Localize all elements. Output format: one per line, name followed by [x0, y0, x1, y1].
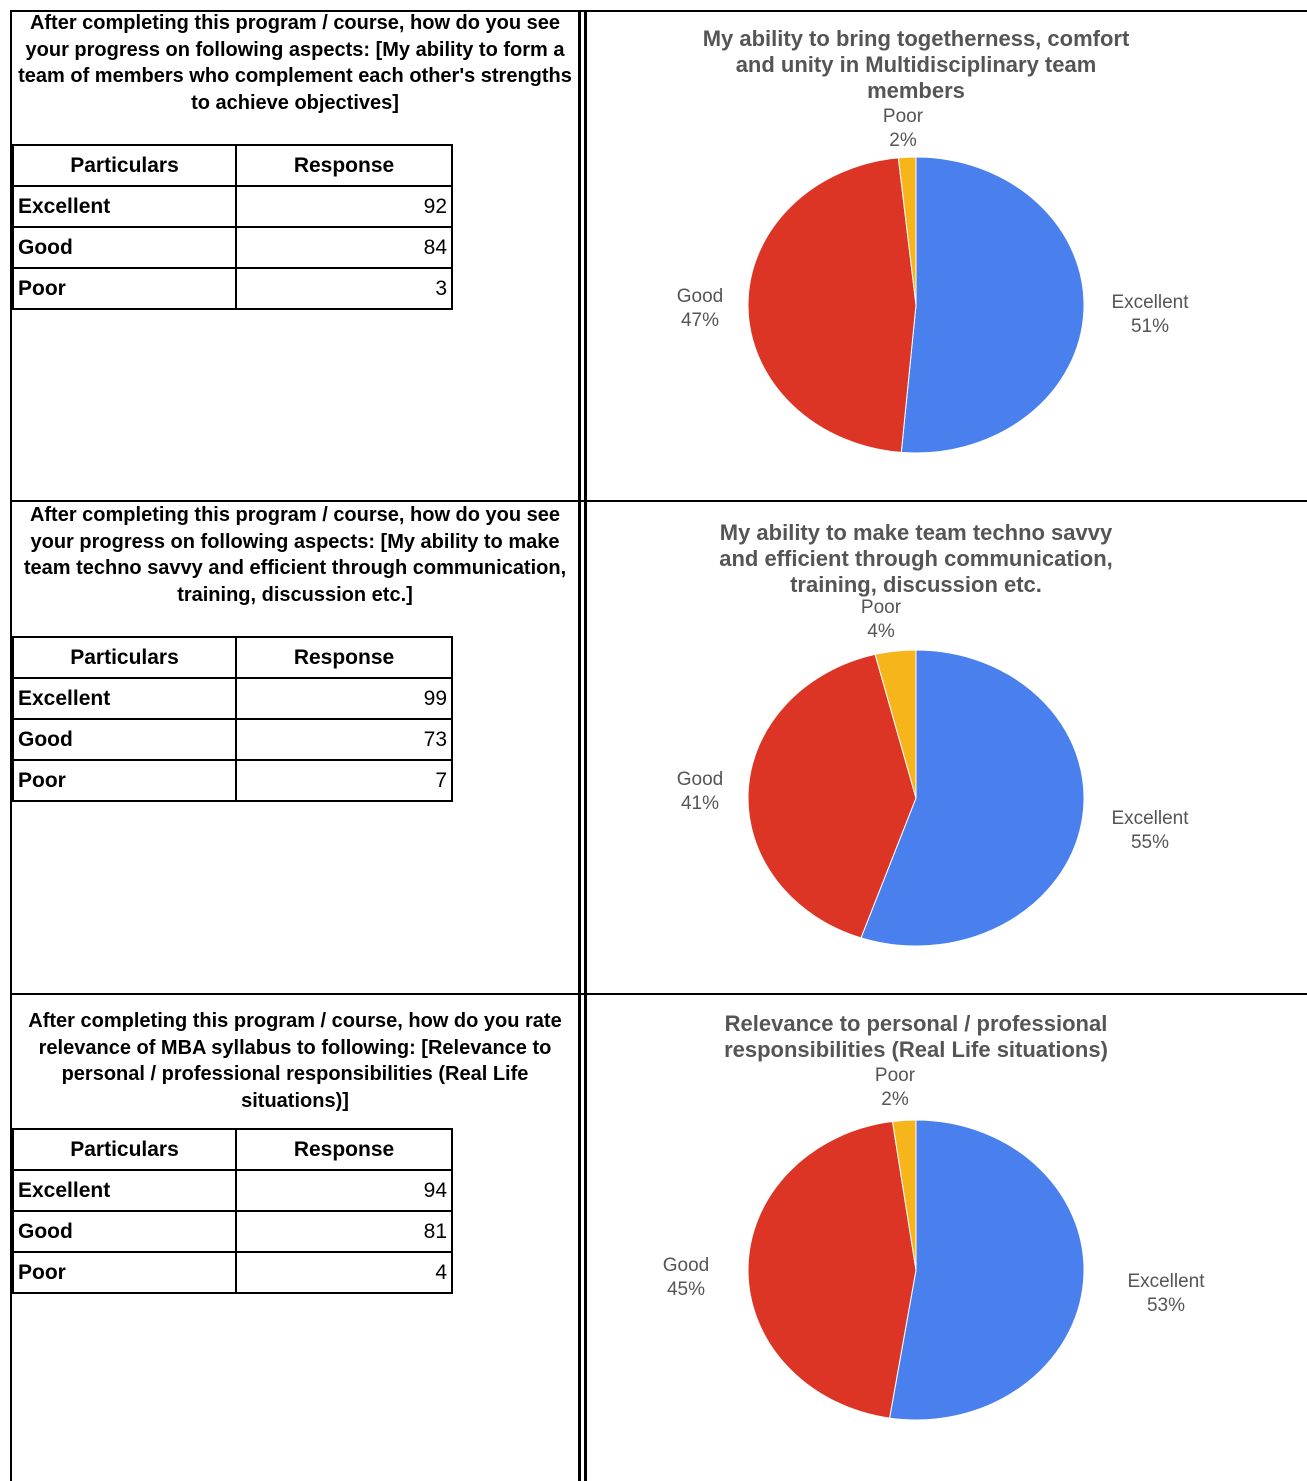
chart-title-line: and unity in Multidisciplinary team	[736, 52, 1097, 77]
row-label: Poor	[12, 759, 237, 802]
row-value: 99	[235, 677, 453, 720]
pie-slice-good	[747, 157, 917, 453]
slice-percent-excellent: 51%	[1131, 316, 1169, 337]
pie-slice-excellent	[860, 649, 1085, 947]
slice-percent-excellent: 53%	[1147, 1295, 1185, 1316]
question-text: After completing this program / course, …	[28, 1010, 562, 1112]
row-value: 94	[235, 1169, 453, 1212]
header-particulars: Particulars	[12, 636, 237, 679]
pie-chart: My ability to make team techno savvyand …	[677, 520, 1189, 947]
slice-label-excellent: Excellent	[1111, 292, 1189, 313]
table-header-row: Particulars Response	[12, 144, 453, 187]
pie-slice-excellent	[888, 1119, 1085, 1421]
chart-panel-2: My ability to make team techno savvy and …	[588, 502, 1307, 993]
question-text: After completing this program / course, …	[23, 504, 567, 606]
slice-percent-poor: 4%	[867, 621, 895, 642]
chart-title-line: Relevance to personal / professional	[725, 1011, 1108, 1036]
row-label: Excellent	[12, 1169, 237, 1212]
table-row: Poor 7	[12, 759, 453, 802]
pie-chart: My ability to bring togetherness, comfor…	[677, 26, 1189, 454]
row-value: 73	[235, 718, 453, 761]
pie-slice-poor	[897, 156, 917, 306]
row-value: 7	[235, 759, 453, 802]
slice-label-excellent: Excellent	[1127, 1271, 1205, 1292]
chart-title-line: My ability to bring togetherness, comfor…	[703, 26, 1130, 51]
row-label: Excellent	[12, 677, 237, 720]
row-value: 92	[235, 185, 453, 228]
chart-title-line: My ability to make team techno savvy	[720, 520, 1113, 545]
column-divider-b	[584, 10, 587, 1481]
chart-title-line: and efficient through communication,	[719, 546, 1113, 571]
table-row: Good 81	[12, 1210, 453, 1253]
row-label: Excellent	[12, 185, 237, 228]
table-row: Good 84	[12, 226, 453, 269]
slice-percent-excellent: 55%	[1131, 832, 1169, 853]
slice-percent-poor: 2%	[889, 130, 917, 151]
column-divider-a	[578, 10, 581, 1481]
chart-title-line: members	[867, 78, 965, 103]
table-header-row: Particulars Response	[12, 1128, 453, 1171]
table-row: Poor 3	[12, 267, 453, 310]
row-divider-2	[10, 993, 1307, 995]
section-3: After completing this program / course, …	[12, 1008, 578, 1481]
header-response: Response	[235, 636, 453, 679]
slice-label-poor: Poor	[875, 1065, 916, 1086]
response-table: Particulars Response Excellent 92 Good 8…	[12, 144, 453, 310]
table-row: Excellent 99	[12, 677, 453, 720]
pie-slice-good	[747, 653, 917, 939]
row-divider-1	[10, 500, 1307, 502]
response-table: Particulars Response Excellent 94 Good 8…	[12, 1128, 453, 1294]
response-table: Particulars Response Excellent 99 Good 7…	[12, 636, 453, 802]
pie-slice-poor	[891, 1119, 917, 1271]
slice-label-good: Good	[663, 1255, 709, 1276]
row-label: Good	[12, 718, 237, 761]
pie-slice-poor	[874, 649, 917, 799]
table-row: Poor 4	[12, 1251, 453, 1294]
slice-label-poor: Poor	[883, 106, 924, 127]
slice-label-good: Good	[677, 769, 723, 790]
row-value: 81	[235, 1210, 453, 1253]
row-value: 4	[235, 1251, 453, 1294]
header-particulars: Particulars	[12, 144, 237, 187]
section-2: After completing this program / course, …	[12, 502, 578, 993]
table-row: Good 73	[12, 718, 453, 761]
row-label: Good	[12, 226, 237, 269]
question-text: After completing this program / course, …	[18, 12, 572, 114]
slice-label-poor: Poor	[861, 597, 902, 618]
slice-percent-good: 41%	[681, 793, 719, 814]
table-header-row: Particulars Response	[12, 636, 453, 679]
chart-title-line: training, discussion etc.	[790, 572, 1042, 597]
slice-label-excellent: Excellent	[1111, 808, 1189, 829]
pie-chart: Relevance to personal / professionalresp…	[663, 1011, 1205, 1421]
chart-title-line: responsibilities (Real Life situations)	[724, 1037, 1108, 1062]
header-response: Response	[235, 144, 453, 187]
header-response: Response	[235, 1128, 453, 1171]
top-border	[10, 10, 1307, 12]
pie-slice-good	[747, 1120, 917, 1419]
chart-panel-3: Relevance to personal / professional resp…	[588, 995, 1307, 1481]
row-value: 3	[235, 267, 453, 310]
row-value: 84	[235, 226, 453, 269]
table-row: Excellent 92	[12, 185, 453, 228]
pie-slice-excellent	[900, 156, 1085, 454]
table-row: Excellent 94	[12, 1169, 453, 1212]
chart-panel-1: My ability to bring togetherness, comfor…	[588, 12, 1307, 500]
slice-percent-good: 47%	[681, 310, 719, 331]
slice-percent-good: 45%	[667, 1279, 705, 1300]
slice-label-good: Good	[677, 286, 723, 307]
row-label: Good	[12, 1210, 237, 1253]
left-border	[10, 10, 12, 1481]
row-label: Poor	[12, 1251, 237, 1294]
slice-percent-poor: 2%	[881, 1089, 909, 1110]
header-particulars: Particulars	[12, 1128, 237, 1171]
section-1: After completing this program / course, …	[12, 10, 578, 500]
row-label: Poor	[12, 267, 237, 310]
